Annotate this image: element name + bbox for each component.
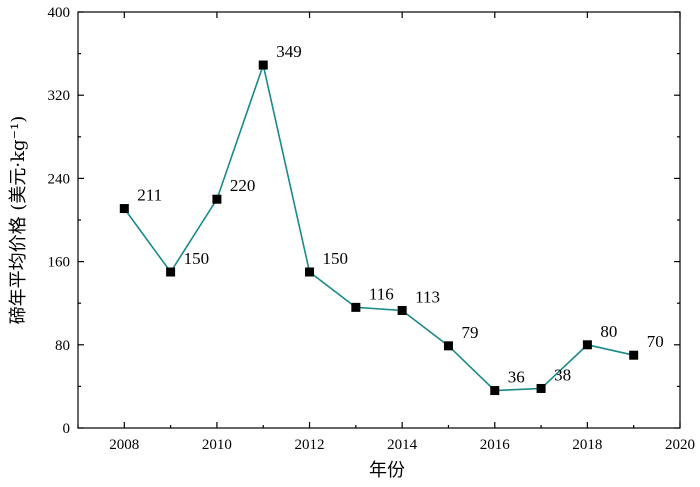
data-point-label: 38: [554, 365, 571, 384]
y-tick-label: 160: [48, 255, 71, 271]
y-tick-label: 0: [63, 421, 71, 437]
data-point-label: 150: [323, 249, 349, 268]
data-point-marker: [536, 383, 546, 393]
data-point-marker: [305, 267, 315, 277]
data-point-marker: [119, 204, 129, 214]
data-labels: 211 150 220 349 150 116 113 79 36 38 80 70: [137, 42, 663, 387]
plot-frame: [77, 11, 681, 429]
data-point-marker: [212, 194, 222, 204]
data-point-marker: [582, 340, 592, 350]
x-tick-label: 2014: [387, 437, 418, 453]
data-markers: [119, 60, 639, 396]
data-point-marker: [166, 267, 176, 277]
data-point-label: 70: [647, 332, 664, 351]
data-point-label: 116: [369, 284, 394, 303]
x-tick-label: 2018: [572, 437, 602, 453]
data-point-label: 150: [184, 249, 210, 268]
x-tick-label: 2012: [295, 437, 325, 453]
x-tick-label: 2008: [109, 437, 139, 453]
y-tick-label: 400: [48, 5, 71, 21]
data-point-marker: [490, 386, 500, 396]
x-axis-title: 年份: [369, 460, 405, 481]
data-point-marker: [443, 341, 453, 351]
data-point-label: 79: [461, 323, 478, 342]
data-point-label: 349: [276, 42, 302, 61]
y-tick-label: 320: [48, 88, 71, 104]
data-point-marker: [397, 305, 407, 315]
data-point-label: 220: [230, 176, 256, 195]
axes: [77, 11, 681, 429]
x-tick-label: 2016: [480, 437, 511, 453]
data-point-marker: [629, 350, 639, 360]
series-line: [123, 62, 634, 392]
data-point-label: 36: [508, 368, 525, 387]
y-axis-ticks: 0 80 160 240 320 400: [48, 5, 680, 437]
data-point-marker: [351, 302, 361, 312]
y-tick-label: 240: [48, 171, 71, 187]
data-point-marker: [258, 60, 268, 70]
y-axis-title: 碲年平均价格 (美元·kg⁻¹): [8, 116, 29, 325]
x-axis-ticks: 2008 2010 2012 2014 2016 2018 2020: [77, 12, 695, 453]
data-point-label: 211: [137, 186, 162, 205]
x-tick-label: 2020: [665, 437, 695, 453]
y-tick-label: 80: [55, 338, 70, 354]
x-tick-label: 2010: [202, 437, 232, 453]
data-point-label: 113: [415, 287, 440, 306]
data-point-label: 80: [600, 322, 617, 341]
